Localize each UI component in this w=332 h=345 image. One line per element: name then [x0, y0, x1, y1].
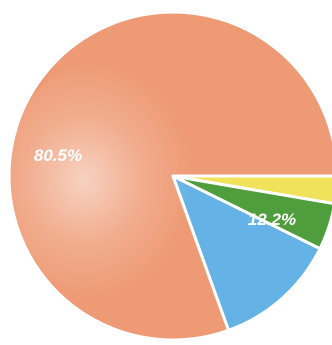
pie-slices	[0, 10, 332, 342]
slice-data-label: 80.5%	[34, 146, 82, 165]
slice-data-label: 12.2%	[248, 210, 296, 229]
slice-highlight	[0, 60, 220, 300]
pie-labels: 80.5% 12.2%	[34, 146, 296, 229]
pie-slice	[171, 174, 332, 205]
